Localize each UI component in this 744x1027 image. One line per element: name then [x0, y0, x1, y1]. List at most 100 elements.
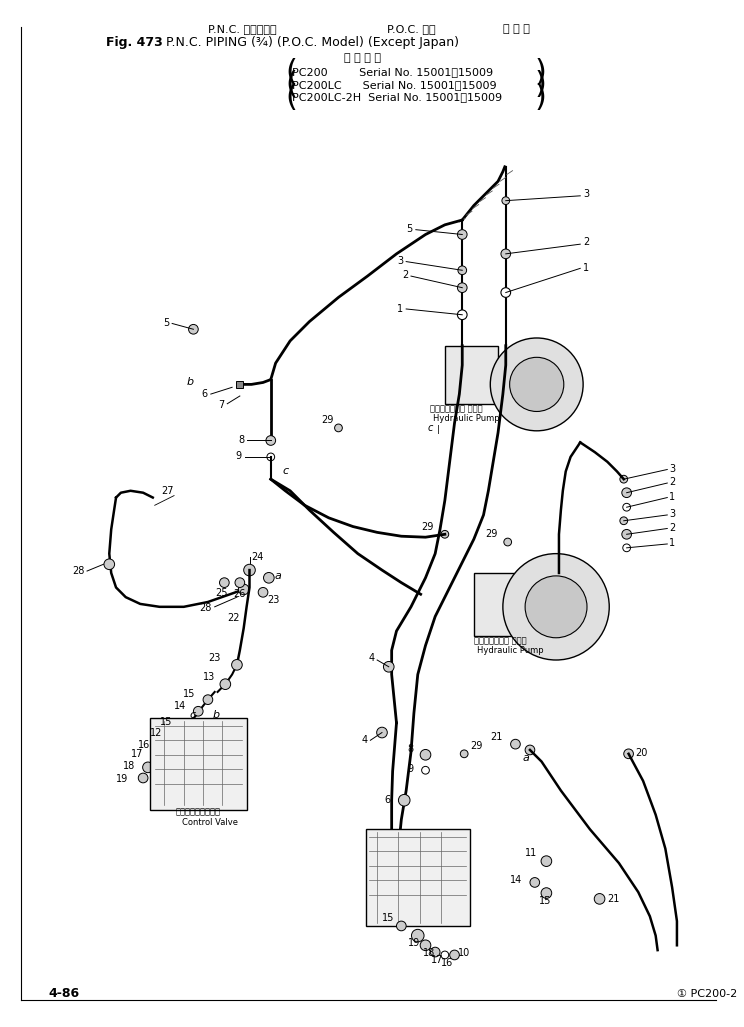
Circle shape [458, 282, 467, 293]
Circle shape [502, 197, 510, 204]
Text: 4: 4 [362, 735, 368, 746]
Circle shape [143, 762, 153, 772]
Text: P.O.C. 仕様: P.O.C. 仕様 [387, 24, 435, 34]
Text: 15: 15 [382, 913, 394, 923]
Circle shape [383, 661, 394, 672]
Circle shape [449, 950, 459, 960]
Bar [365, 829, 470, 926]
Text: 19: 19 [408, 939, 420, 948]
Text: ハイドロリック ポンプ: ハイドロリック ポンプ [474, 636, 527, 645]
Text: 16: 16 [441, 958, 453, 967]
Circle shape [161, 740, 168, 748]
Text: コントロールバルブ: コントロールバルブ [176, 807, 221, 816]
Text: ): ) [535, 58, 547, 86]
Circle shape [376, 727, 388, 737]
Circle shape [335, 424, 342, 431]
Text: ): ) [535, 70, 547, 100]
Text: 22: 22 [228, 613, 240, 623]
Text: 5: 5 [163, 317, 169, 328]
Bar [445, 346, 498, 404]
Text: 23: 23 [208, 653, 220, 663]
Text: 2: 2 [669, 478, 676, 487]
Circle shape [266, 435, 275, 446]
Text: 25: 25 [216, 588, 228, 599]
Text: 2: 2 [583, 237, 589, 248]
Circle shape [235, 578, 245, 587]
Text: PC200LC      Serial No. 15001～15009: PC200LC Serial No. 15001～15009 [292, 80, 497, 89]
Circle shape [168, 729, 180, 740]
Circle shape [525, 576, 587, 638]
Text: 16: 16 [138, 740, 150, 750]
Circle shape [504, 538, 512, 546]
Text: 15: 15 [160, 717, 172, 727]
Text: (: ( [285, 58, 297, 86]
Circle shape [623, 749, 633, 759]
Text: 4-86: 4-86 [48, 987, 80, 1000]
Text: 3: 3 [669, 509, 676, 519]
Text: ハイドロリック ポンプ: ハイドロリック ポンプ [430, 404, 483, 413]
Circle shape [203, 695, 213, 705]
Circle shape [458, 266, 466, 274]
Text: b: b [187, 378, 193, 387]
Circle shape [501, 249, 510, 259]
Circle shape [541, 855, 552, 867]
Text: 29: 29 [321, 415, 333, 425]
Text: Control Valve: Control Valve [182, 817, 238, 827]
Text: 24: 24 [251, 551, 264, 562]
Circle shape [420, 940, 431, 951]
Text: 海 外 向: 海 外 向 [503, 24, 530, 34]
Circle shape [104, 559, 115, 570]
Text: 5: 5 [407, 224, 413, 234]
Circle shape [501, 288, 510, 298]
Text: 7: 7 [218, 400, 225, 410]
Circle shape [458, 310, 467, 319]
Text: 21: 21 [607, 893, 620, 904]
Text: 2: 2 [669, 523, 676, 533]
Circle shape [430, 947, 440, 957]
Circle shape [220, 679, 231, 689]
Text: 28: 28 [71, 566, 84, 576]
Text: 8: 8 [408, 744, 414, 754]
Text: Hydraulic Pump: Hydraulic Pump [433, 414, 500, 423]
Circle shape [179, 721, 188, 730]
Text: 18: 18 [423, 948, 434, 958]
Text: 17: 17 [432, 955, 443, 964]
Circle shape [267, 453, 275, 461]
Text: 6: 6 [202, 389, 208, 400]
Bar [150, 718, 246, 810]
Circle shape [219, 578, 229, 587]
Circle shape [258, 587, 268, 597]
Circle shape [461, 750, 468, 758]
Circle shape [238, 584, 249, 595]
Text: 20: 20 [635, 748, 648, 758]
Circle shape [420, 750, 431, 760]
Text: 26: 26 [233, 589, 246, 599]
Text: 適 用 号 機: 適 用 号 機 [344, 53, 381, 64]
Text: 14: 14 [510, 875, 522, 884]
Text: ): ) [535, 83, 547, 112]
Circle shape [530, 878, 539, 887]
Circle shape [188, 325, 198, 334]
Text: c: c [428, 423, 433, 433]
Text: 3: 3 [669, 463, 676, 473]
Bar [474, 573, 527, 636]
Text: 10: 10 [458, 948, 471, 958]
Text: 11: 11 [525, 848, 536, 859]
Circle shape [231, 659, 243, 671]
Text: c: c [283, 466, 289, 477]
Text: 9: 9 [408, 764, 414, 774]
Circle shape [490, 338, 583, 430]
Text: Hydraulic Pump: Hydraulic Pump [477, 646, 543, 655]
Circle shape [620, 517, 628, 525]
Text: 12: 12 [150, 727, 162, 737]
Text: PC200LC-2H  Serial No. 15001～15009: PC200LC-2H Serial No. 15001～15009 [292, 92, 502, 102]
Text: 29: 29 [486, 529, 498, 539]
Circle shape [541, 887, 552, 899]
Circle shape [397, 921, 406, 930]
Text: 4: 4 [368, 653, 374, 663]
Circle shape [503, 554, 609, 660]
Text: 13: 13 [203, 673, 216, 682]
Text: 3: 3 [583, 189, 589, 199]
Text: b: b [213, 710, 220, 720]
Text: 14: 14 [174, 701, 187, 712]
